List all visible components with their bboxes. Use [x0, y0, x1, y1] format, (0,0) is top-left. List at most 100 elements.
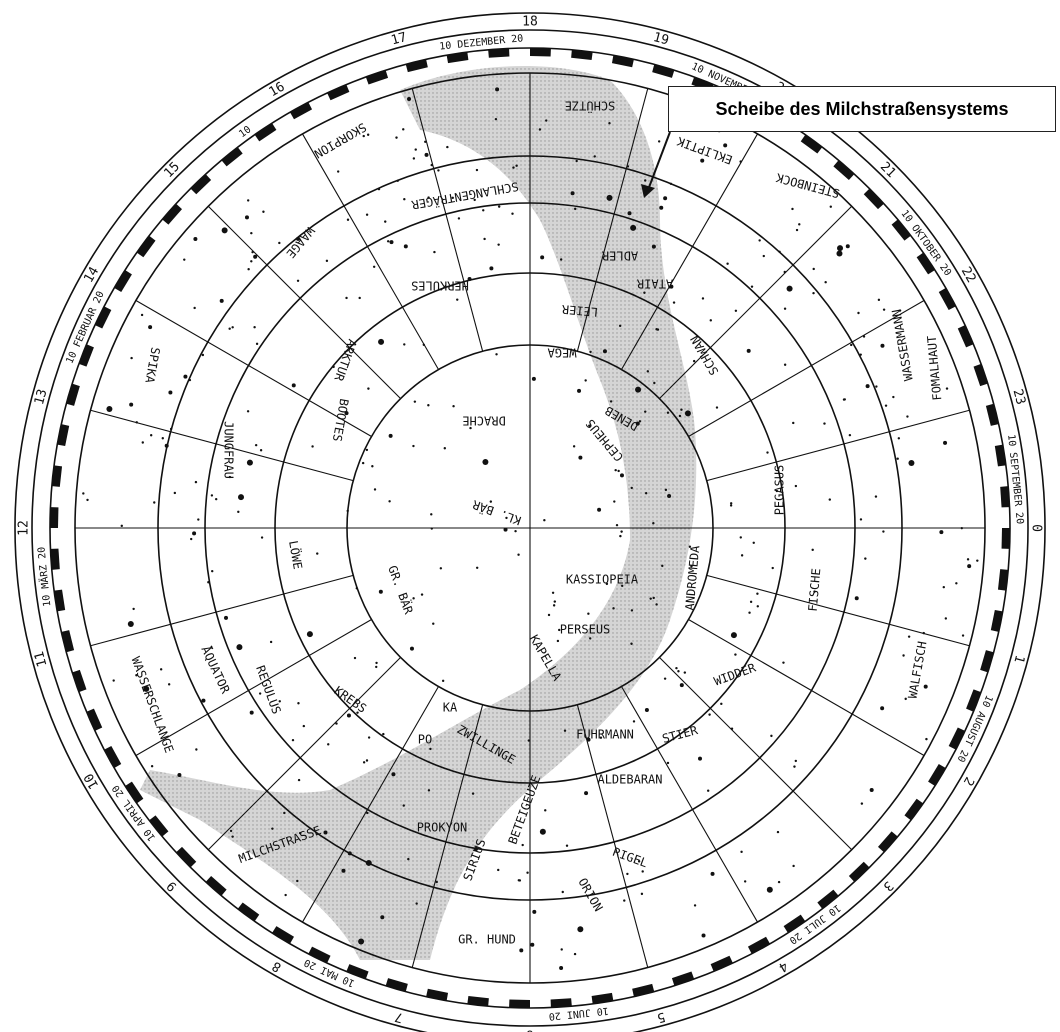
star — [283, 811, 286, 815]
star — [777, 880, 781, 884]
star — [859, 518, 863, 521]
star — [297, 778, 301, 782]
date-tick — [966, 689, 982, 712]
star — [249, 710, 254, 715]
star — [358, 938, 365, 945]
date-tick — [61, 630, 75, 653]
date-tick — [72, 669, 87, 693]
date-tick — [783, 914, 806, 933]
star — [644, 707, 649, 712]
hour-label: 18 — [522, 15, 538, 30]
hour-label: 1 — [1011, 653, 1028, 664]
hour-line — [411, 704, 484, 968]
star — [551, 591, 555, 594]
star — [521, 843, 524, 847]
hour-line — [706, 574, 970, 647]
star — [865, 384, 870, 389]
date-tick — [66, 383, 80, 406]
star — [552, 604, 556, 607]
hour-line — [706, 409, 970, 482]
star — [762, 254, 765, 258]
star — [573, 952, 577, 956]
star — [432, 622, 435, 625]
star — [517, 553, 520, 556]
date-tick — [327, 84, 350, 101]
date-tick — [149, 815, 169, 837]
milky-way-callout: Scheibe des Milchstraßensystems — [668, 86, 1056, 132]
date-tick — [54, 589, 66, 612]
constellation-label: SCHLANGENTRÄGER — [410, 179, 520, 213]
star — [584, 791, 589, 796]
star — [880, 706, 885, 711]
constellation-label: ATAIR — [636, 277, 673, 291]
star — [734, 653, 737, 656]
star — [599, 736, 603, 739]
star — [726, 262, 729, 265]
star — [649, 597, 652, 600]
star — [402, 804, 405, 807]
star — [371, 465, 374, 468]
date-tick — [833, 160, 855, 181]
star — [323, 830, 328, 835]
constellation-label: SCHÜTZE — [565, 99, 616, 115]
star — [904, 697, 907, 701]
star — [923, 684, 928, 689]
star — [828, 498, 831, 501]
star — [190, 537, 193, 541]
star — [749, 600, 753, 604]
star — [112, 679, 115, 682]
date-tick — [891, 219, 911, 241]
star — [412, 444, 415, 448]
star — [664, 488, 668, 492]
star — [644, 492, 648, 495]
star — [884, 404, 888, 407]
constellation-label: ÄQUATOR — [198, 643, 233, 696]
star — [675, 666, 678, 670]
star — [495, 87, 500, 92]
star — [635, 421, 640, 426]
hour-labels: 01234567891011121314151617181920212223 — [17, 15, 1044, 1032]
star — [414, 148, 417, 151]
star — [572, 445, 576, 448]
star — [188, 378, 192, 382]
star — [898, 309, 902, 312]
hour-line — [621, 686, 758, 923]
star — [246, 199, 250, 202]
star — [260, 536, 264, 539]
star — [538, 128, 542, 131]
star — [630, 642, 633, 645]
hour-line — [90, 409, 354, 482]
star — [845, 244, 850, 249]
star — [786, 285, 793, 292]
star — [415, 902, 418, 905]
star — [565, 844, 569, 847]
hour-label: 17 — [390, 30, 409, 49]
star — [229, 829, 233, 833]
hour-label: 10 — [81, 770, 102, 791]
star — [403, 343, 406, 346]
date-tick — [446, 52, 469, 64]
hour-line — [411, 88, 484, 352]
star — [366, 133, 370, 136]
callout-arrow — [647, 131, 671, 191]
star — [798, 223, 801, 226]
star — [391, 772, 396, 777]
star — [575, 159, 578, 163]
star — [618, 324, 622, 328]
date-tick — [176, 846, 197, 868]
star — [129, 402, 134, 407]
constellation-label: HERKULES — [411, 279, 469, 293]
hour-line — [135, 619, 372, 756]
star — [907, 635, 911, 638]
star — [366, 811, 369, 815]
star — [141, 441, 144, 444]
star — [746, 348, 751, 353]
date-tick — [747, 936, 770, 954]
constellation-label: GR. BÄR — [385, 563, 417, 616]
star — [167, 683, 171, 686]
star — [620, 530, 623, 533]
hour-line — [135, 300, 372, 437]
star — [559, 965, 564, 970]
date-tick — [125, 781, 144, 804]
star — [201, 698, 206, 703]
